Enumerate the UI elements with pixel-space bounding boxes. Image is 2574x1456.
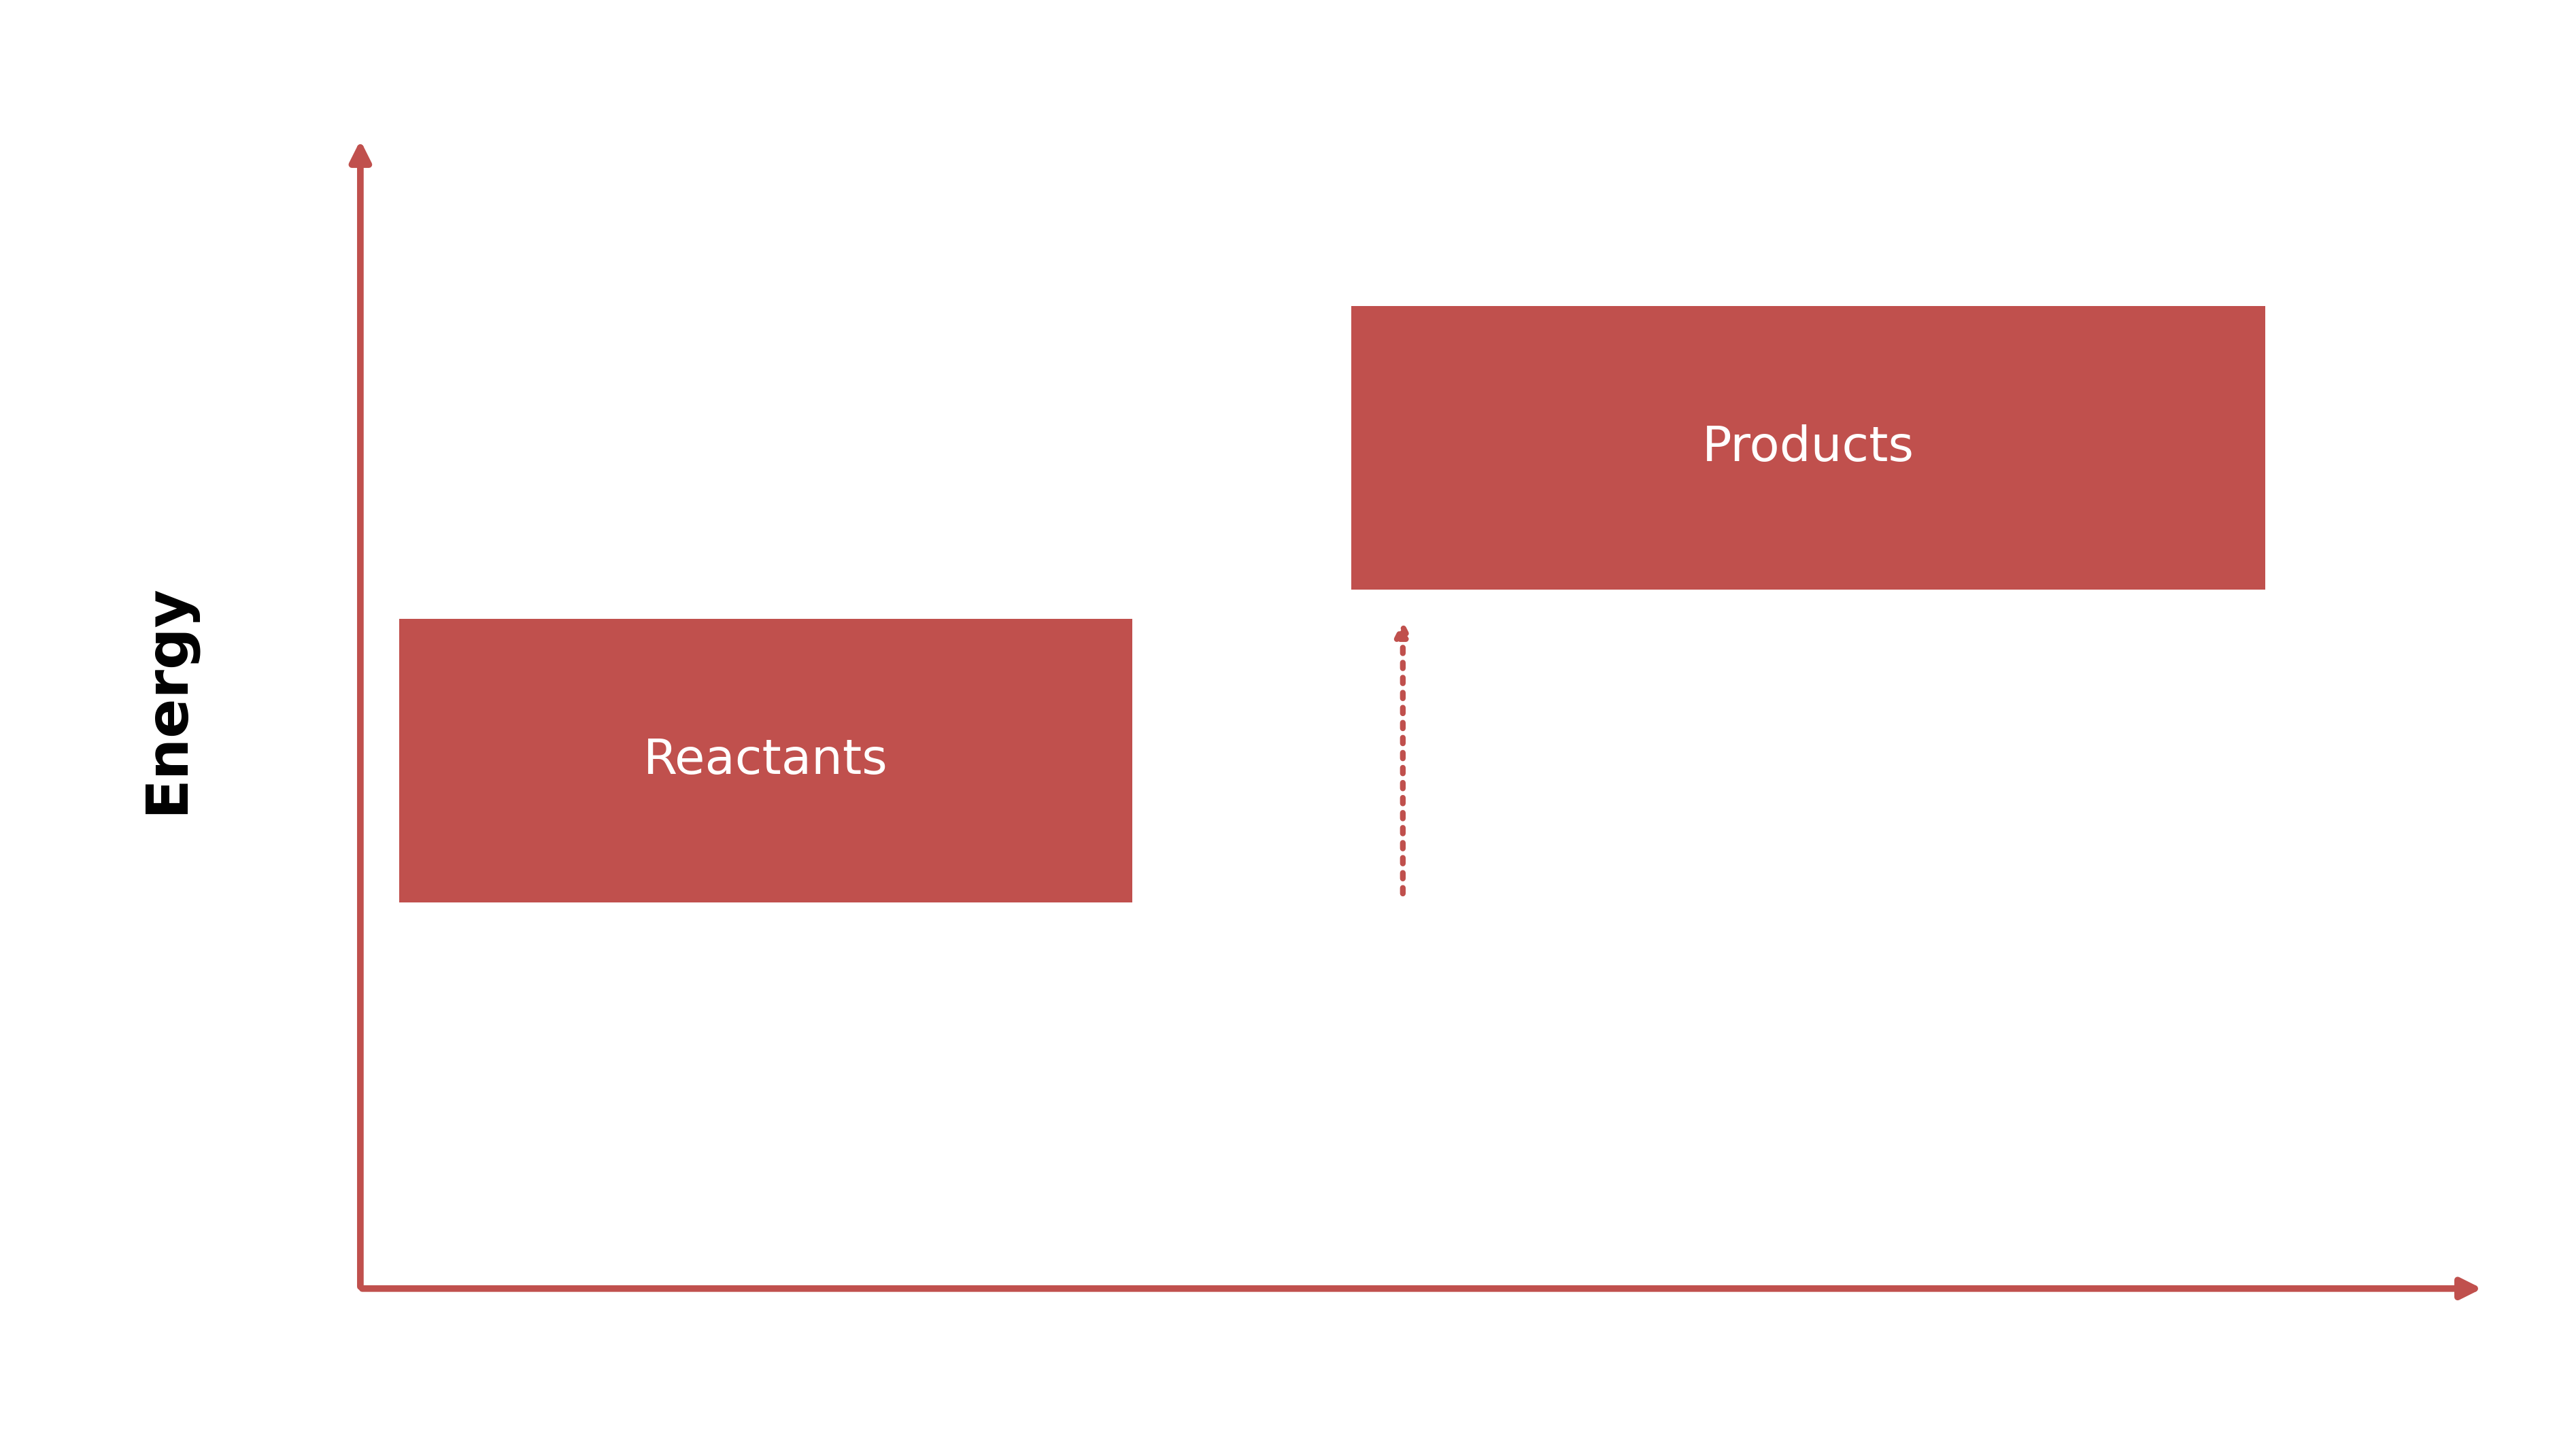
Text: Products: Products [1701,424,1915,472]
Text: Reactants: Reactants [644,737,888,785]
Bar [399,619,1133,903]
Text: Energy: Energy [139,584,196,814]
Bar [1351,306,2265,590]
